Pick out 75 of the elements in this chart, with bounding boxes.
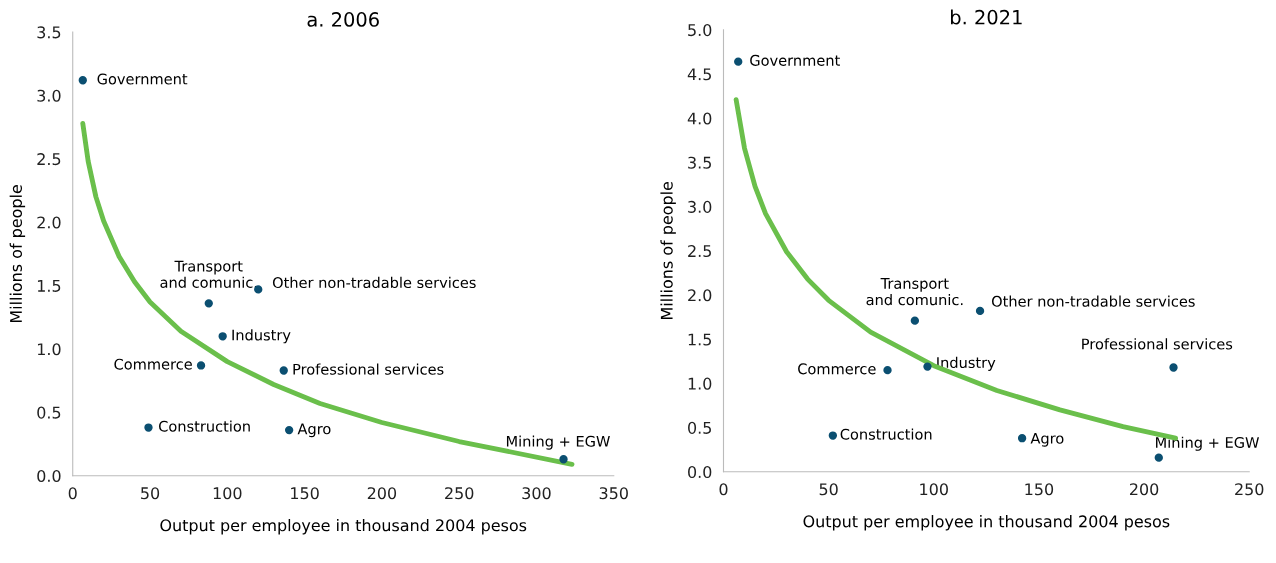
y-tick-label: 3.0 [37,89,61,102]
y-tick-label: 0.0 [37,469,61,483]
chart-title: b. 2021 [951,9,1022,25]
annotation: Commerce [114,358,192,370]
point [559,455,568,464]
x-tick-label: 200 [367,487,397,500]
annotation: Commerce [798,363,876,375]
point [279,366,288,375]
x-tick-label: 200 [1129,483,1159,496]
annotation: Transport and comunic. [160,260,257,288]
annotation: Transport and comunic. [866,278,963,306]
annotation: Government [750,54,840,66]
y-tick-label: 4.0 [687,112,712,125]
annotation: Professional services [1082,338,1233,350]
annotation: Industry [937,356,996,371]
point [883,365,892,375]
x-tick-label: 100 [920,483,948,496]
chart-title: a. 2006 [307,12,379,27]
annotation: Other non-tradable services [991,295,1195,307]
x-tick-label: 0 [68,487,77,500]
y-tick-label: 0.5 [37,406,61,419]
y-tick-label: 1.5 [688,333,711,346]
point [923,362,932,371]
y-tick-label: 4.5 [687,68,711,81]
x-tick-label: 150 [291,487,319,500]
point [218,332,227,341]
point [284,425,294,435]
y-tick-label: 3.0 [688,200,712,213]
y-tick-label: 2.5 [688,245,711,258]
annotation: Professional services [293,363,444,375]
point [144,423,153,432]
y-tick-label: 2.0 [688,289,712,302]
x-tick-label: 150 [1025,483,1054,496]
annotation: Mining + EGW [1156,436,1259,451]
point [910,316,920,325]
x-tick-label: 50 [819,483,838,496]
y-tick-label: 0.5 [688,421,711,434]
x-tick-label: 250 [445,487,474,500]
y-tick-label: 2.5 [37,153,61,166]
y-axis-title: Millions of people [660,181,676,319]
y-tick-label: 5.0 [688,24,712,37]
y-tick-label: 0.0 [688,466,712,479]
point [78,76,87,85]
x-tick-label: 300 [522,487,551,500]
annotation: Industry [232,329,291,344]
annotation: Government [97,73,188,85]
point [734,57,743,66]
point [204,299,213,308]
point [196,361,206,370]
y-tick-label: 1.0 [37,343,61,356]
annotation: Construction [159,420,250,432]
y-tick-label: 3.5 [37,26,61,39]
x-tick-label: 100 [213,487,242,500]
annotation: Mining + EGW [506,435,610,450]
y-tick-label: 1.0 [688,377,712,390]
x-axis-title: Output per employee in thousand 2004 pesos [160,518,527,535]
y-axis-title: Millions of people [9,185,26,323]
annotation: Agro [1030,432,1064,447]
annotation: Other non-tradable services [272,276,476,289]
point [254,285,263,294]
point [1017,434,1027,443]
y-tick-label: 2.0 [37,216,61,229]
annotation: Construction [840,428,932,440]
x-tick-label: 50 [141,487,160,500]
x-tick-label: 350 [599,487,628,500]
x-tick-label: 250 [1235,483,1264,496]
x-tick-label: 0 [719,483,728,496]
point [1154,453,1163,462]
line-series [80,120,575,467]
y-tick-label: 3.5 [688,156,711,169]
point [975,306,985,316]
y-tick-label: 1.5 [37,280,61,292]
x-axis-title: Output per employee in thousand 2004 pesos [803,515,1170,531]
annotation: Agro [297,423,331,438]
point [828,431,838,440]
